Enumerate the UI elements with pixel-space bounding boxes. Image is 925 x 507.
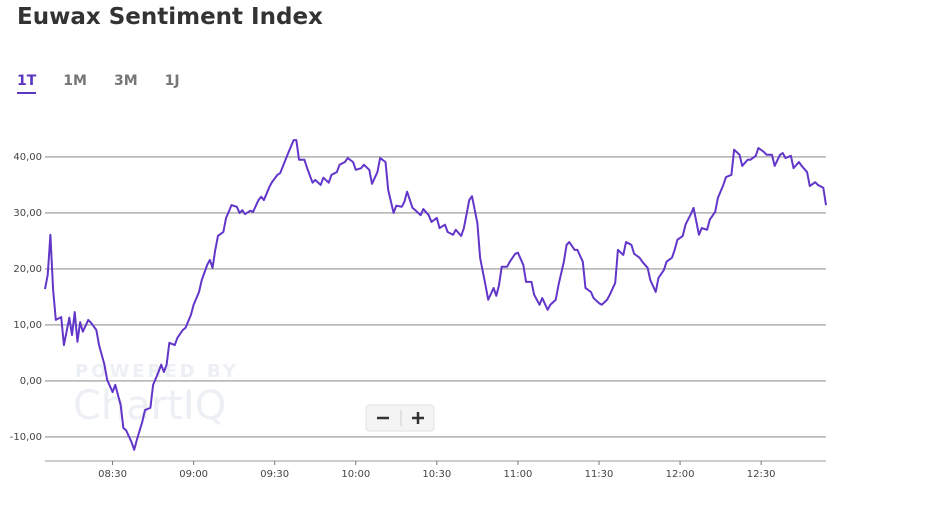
x-tick-label: 09:30 [260,469,289,480]
zoom-controls [365,404,435,432]
y-tick-label: 10,00 [13,320,42,331]
range-tab[interactable]: 1M [63,73,87,89]
range-tabs: 1T 1M 3M 1J [17,73,207,94]
range-tab[interactable]: 1T [17,73,37,94]
page-title: Euwax Sentiment Index [17,4,323,30]
x-tick-label: 08:30 [98,469,127,480]
y-tick-label: 20,00 [13,264,42,275]
y-tick-label: 30,00 [13,208,42,219]
watermark-line: POWERED BY [75,361,239,382]
y-tick-label: -10,00 [10,432,42,443]
x-tick-label: 12:30 [747,469,776,480]
x-tick-label: 09:00 [179,469,208,480]
x-tick-label: 10:00 [341,469,370,480]
x-tick-label: 11:00 [504,469,533,480]
x-tick-label: 11:30 [585,469,614,480]
range-tab[interactable]: 3M [113,73,138,89]
zoom-box [365,404,435,432]
y-tick-label: 0,00 [20,376,42,387]
y-tick-label: 40,00 [13,152,42,163]
data-line [44,139,827,451]
plot: -10,00 0,00 10,00 20,00 30,00 40,00 08:30 09:00… [10,139,827,480]
x-tick-label: 12:00 [666,469,695,480]
range-tab[interactable]: 1J [164,73,180,89]
x-tick-label: 10:30 [422,469,451,480]
